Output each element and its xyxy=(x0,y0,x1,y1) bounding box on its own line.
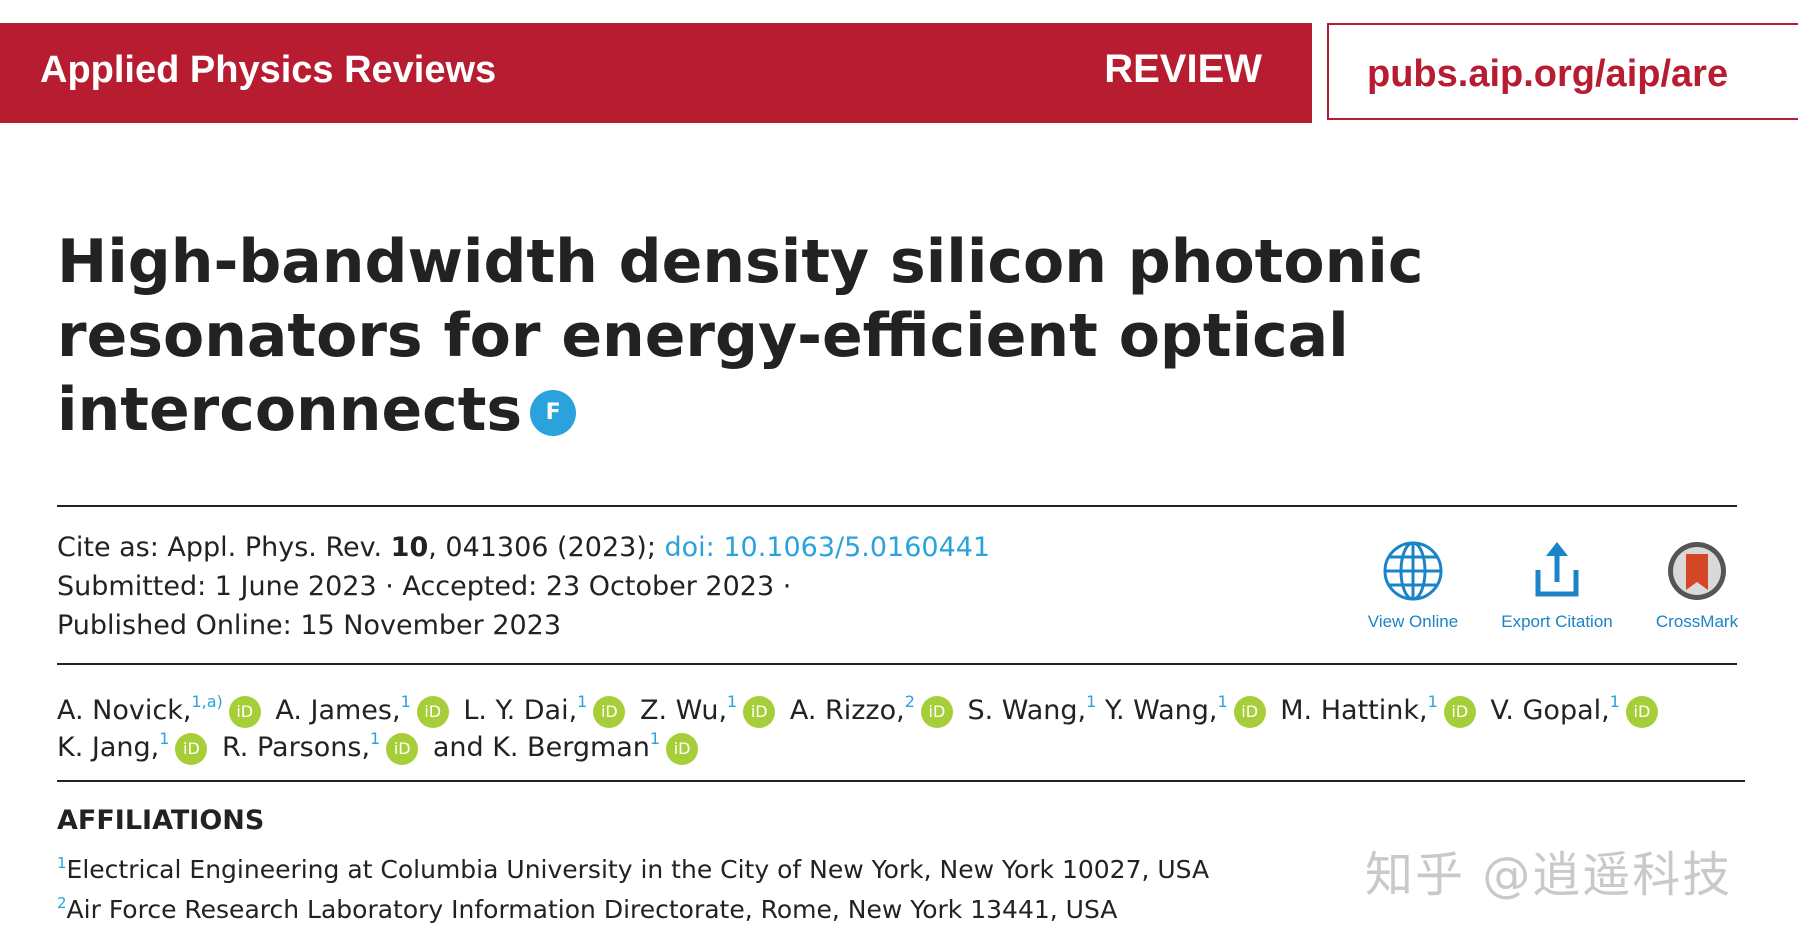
author-affiliation-sup: 1 xyxy=(649,729,661,748)
author-item: A. James,1 iD xyxy=(275,692,454,728)
affiliation-number: 1 xyxy=(57,854,67,872)
affiliations-heading: AFFILIATIONS xyxy=(57,805,265,836)
author-name[interactable]: Z. Wu, xyxy=(639,695,728,726)
orcid-icon[interactable]: iD xyxy=(666,732,699,765)
author-list: A. Novick,1,a) iD A. James,1 iD L. Y. Dai,… xyxy=(57,692,1757,766)
submitted-line: Submitted: 1 June 2023 · Accepted: 23 Oc… xyxy=(57,571,792,602)
author-name[interactable]: K. Jang, xyxy=(57,732,160,763)
orcid-icon[interactable]: iD xyxy=(1443,695,1476,728)
export-icon xyxy=(1535,542,1579,597)
affiliation-text: Air Force Research Laboratory Informatio… xyxy=(66,895,1118,924)
author-item: A. Rizzo,2 iD xyxy=(789,692,959,728)
author-item: M. Hattink,1 iD xyxy=(1280,692,1482,728)
orcid-icon[interactable]: iD xyxy=(386,732,419,765)
author-name[interactable]: Y. Wang, xyxy=(1104,695,1218,726)
affiliation-1: 1Electrical Engineering at Columbia Univ… xyxy=(57,855,1209,884)
author-name[interactable]: M. Hattink, xyxy=(1280,695,1428,726)
view-online-button[interactable]: View Online xyxy=(1348,540,1478,632)
orcid-icon[interactable]: iD xyxy=(1233,695,1266,728)
cite-volume: 10 xyxy=(390,532,429,563)
globe-icon xyxy=(1383,541,1443,601)
author-name[interactable]: and K. Bergman xyxy=(432,732,650,763)
divider-top xyxy=(57,505,1737,507)
author-item: Y. Wang,1 iD xyxy=(1104,692,1272,728)
author-name[interactable]: A. James, xyxy=(275,695,401,726)
author-affiliation-sup: 1 xyxy=(1427,692,1438,711)
author-item: V. Gopal,1 iD xyxy=(1490,692,1664,728)
author-affiliation-sup: 1 xyxy=(727,692,738,711)
author-item: L. Y. Dai,1 iD xyxy=(463,692,631,728)
featured-badge-icon[interactable]: F xyxy=(530,390,577,437)
crossmark-icon xyxy=(1668,542,1726,600)
author-affiliation-sup: 1 xyxy=(1217,692,1228,711)
affiliation-number: 2 xyxy=(57,894,67,912)
orcid-icon[interactable]: iD xyxy=(1625,695,1658,728)
author-affiliation-sup: 1 xyxy=(1609,692,1620,711)
journal-banner: Applied Physics Reviews REVIEW xyxy=(0,23,1312,123)
orcid-icon[interactable]: iD xyxy=(175,732,208,765)
affiliation-text: Electrical Engineering at Columbia Unive… xyxy=(66,855,1210,884)
author-name[interactable]: A. Novick, xyxy=(57,695,192,726)
crossmark-button[interactable]: CrossMark xyxy=(1632,540,1762,632)
author-affiliation-sup: 1 xyxy=(577,692,588,711)
view-online-label: View Online xyxy=(1367,612,1459,631)
citation-block: Cite as: Appl. Phys. Rev. 10, 041306 (20… xyxy=(57,528,990,645)
author-item: S. Wang,1 xyxy=(967,692,1104,727)
doi-link[interactable]: doi: 10.1063/5.0160441 xyxy=(664,532,991,563)
affiliation-2: 2Air Force Research Laboratory Informati… xyxy=(57,895,1117,924)
author-affiliation-sup: 1 xyxy=(1086,692,1097,711)
orcid-icon[interactable]: iD xyxy=(593,695,626,728)
author-name[interactable]: R. Parsons, xyxy=(222,732,371,763)
article-title: High-bandwidth density silicon photonic … xyxy=(57,225,1537,447)
cite-rest: , 041306 (2023); xyxy=(428,532,665,563)
divider-middle xyxy=(57,663,1737,665)
export-citation-label: Export Citation xyxy=(1501,612,1613,631)
cite-as-label: Cite as: Appl. Phys. Rev. xyxy=(57,532,391,563)
author-name[interactable]: S. Wang, xyxy=(967,695,1087,726)
author-name[interactable]: L. Y. Dai, xyxy=(463,695,578,726)
orcid-icon[interactable]: iD xyxy=(416,695,449,728)
author-affiliation-sup: 1 xyxy=(400,692,411,711)
published-line: Published Online: 15 November 2023 xyxy=(57,610,562,641)
divider-authors xyxy=(57,780,1745,782)
section-label: REVIEW xyxy=(1104,47,1262,91)
author-name[interactable]: A. Rizzo, xyxy=(789,695,905,726)
author-name[interactable]: V. Gopal, xyxy=(1490,695,1610,726)
author-affiliation-sup: 1 xyxy=(370,729,381,748)
author-item: R. Parsons,1 iD xyxy=(222,729,424,765)
author-affiliation-sup: 1 xyxy=(159,729,170,748)
orcid-icon[interactable]: iD xyxy=(920,695,953,728)
cite-line: Cite as: Appl. Phys. Rev. 10, 041306 (20… xyxy=(57,528,990,567)
orcid-icon[interactable]: iD xyxy=(743,695,776,728)
crossmark-label: CrossMark xyxy=(1655,612,1739,631)
journal-url-link[interactable]: pubs.aip.org/aip/are xyxy=(1367,53,1729,95)
author-item: K. Jang,1 iD xyxy=(57,729,213,765)
author-affiliation-sup: 2 xyxy=(904,692,915,711)
article-title-text: High-bandwidth density silicon photonic … xyxy=(57,227,1424,445)
author-item: Z. Wu,1 iD xyxy=(639,692,781,728)
watermark: 知乎 @逍遥科技 xyxy=(1365,847,1733,903)
author-item: A. Novick,1,a) iD xyxy=(57,692,267,728)
journal-url-box[interactable]: pubs.aip.org/aip/are xyxy=(1327,23,1798,120)
author-item: and K. Bergman1 iD xyxy=(432,729,704,765)
author-affiliation-sup: 1,a) xyxy=(191,692,223,711)
journal-name[interactable]: Applied Physics Reviews xyxy=(40,49,497,91)
orcid-icon[interactable]: iD xyxy=(228,695,261,728)
export-citation-button[interactable]: Export Citation xyxy=(1492,540,1622,632)
